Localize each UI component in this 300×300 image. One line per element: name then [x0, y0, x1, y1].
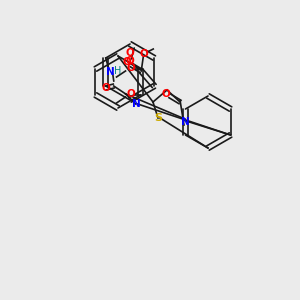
Text: O: O	[126, 48, 135, 58]
Text: O: O	[126, 89, 135, 99]
Text: S: S	[154, 113, 162, 123]
Text: N: N	[132, 99, 141, 109]
Text: H: H	[114, 66, 122, 76]
Text: O: O	[123, 57, 132, 67]
Text: N: N	[181, 117, 189, 127]
Text: O: O	[126, 56, 135, 66]
Text: O: O	[126, 63, 135, 73]
Text: O: O	[101, 83, 110, 93]
Text: O: O	[162, 89, 170, 99]
Text: O: O	[140, 49, 148, 59]
Text: N: N	[106, 67, 115, 77]
